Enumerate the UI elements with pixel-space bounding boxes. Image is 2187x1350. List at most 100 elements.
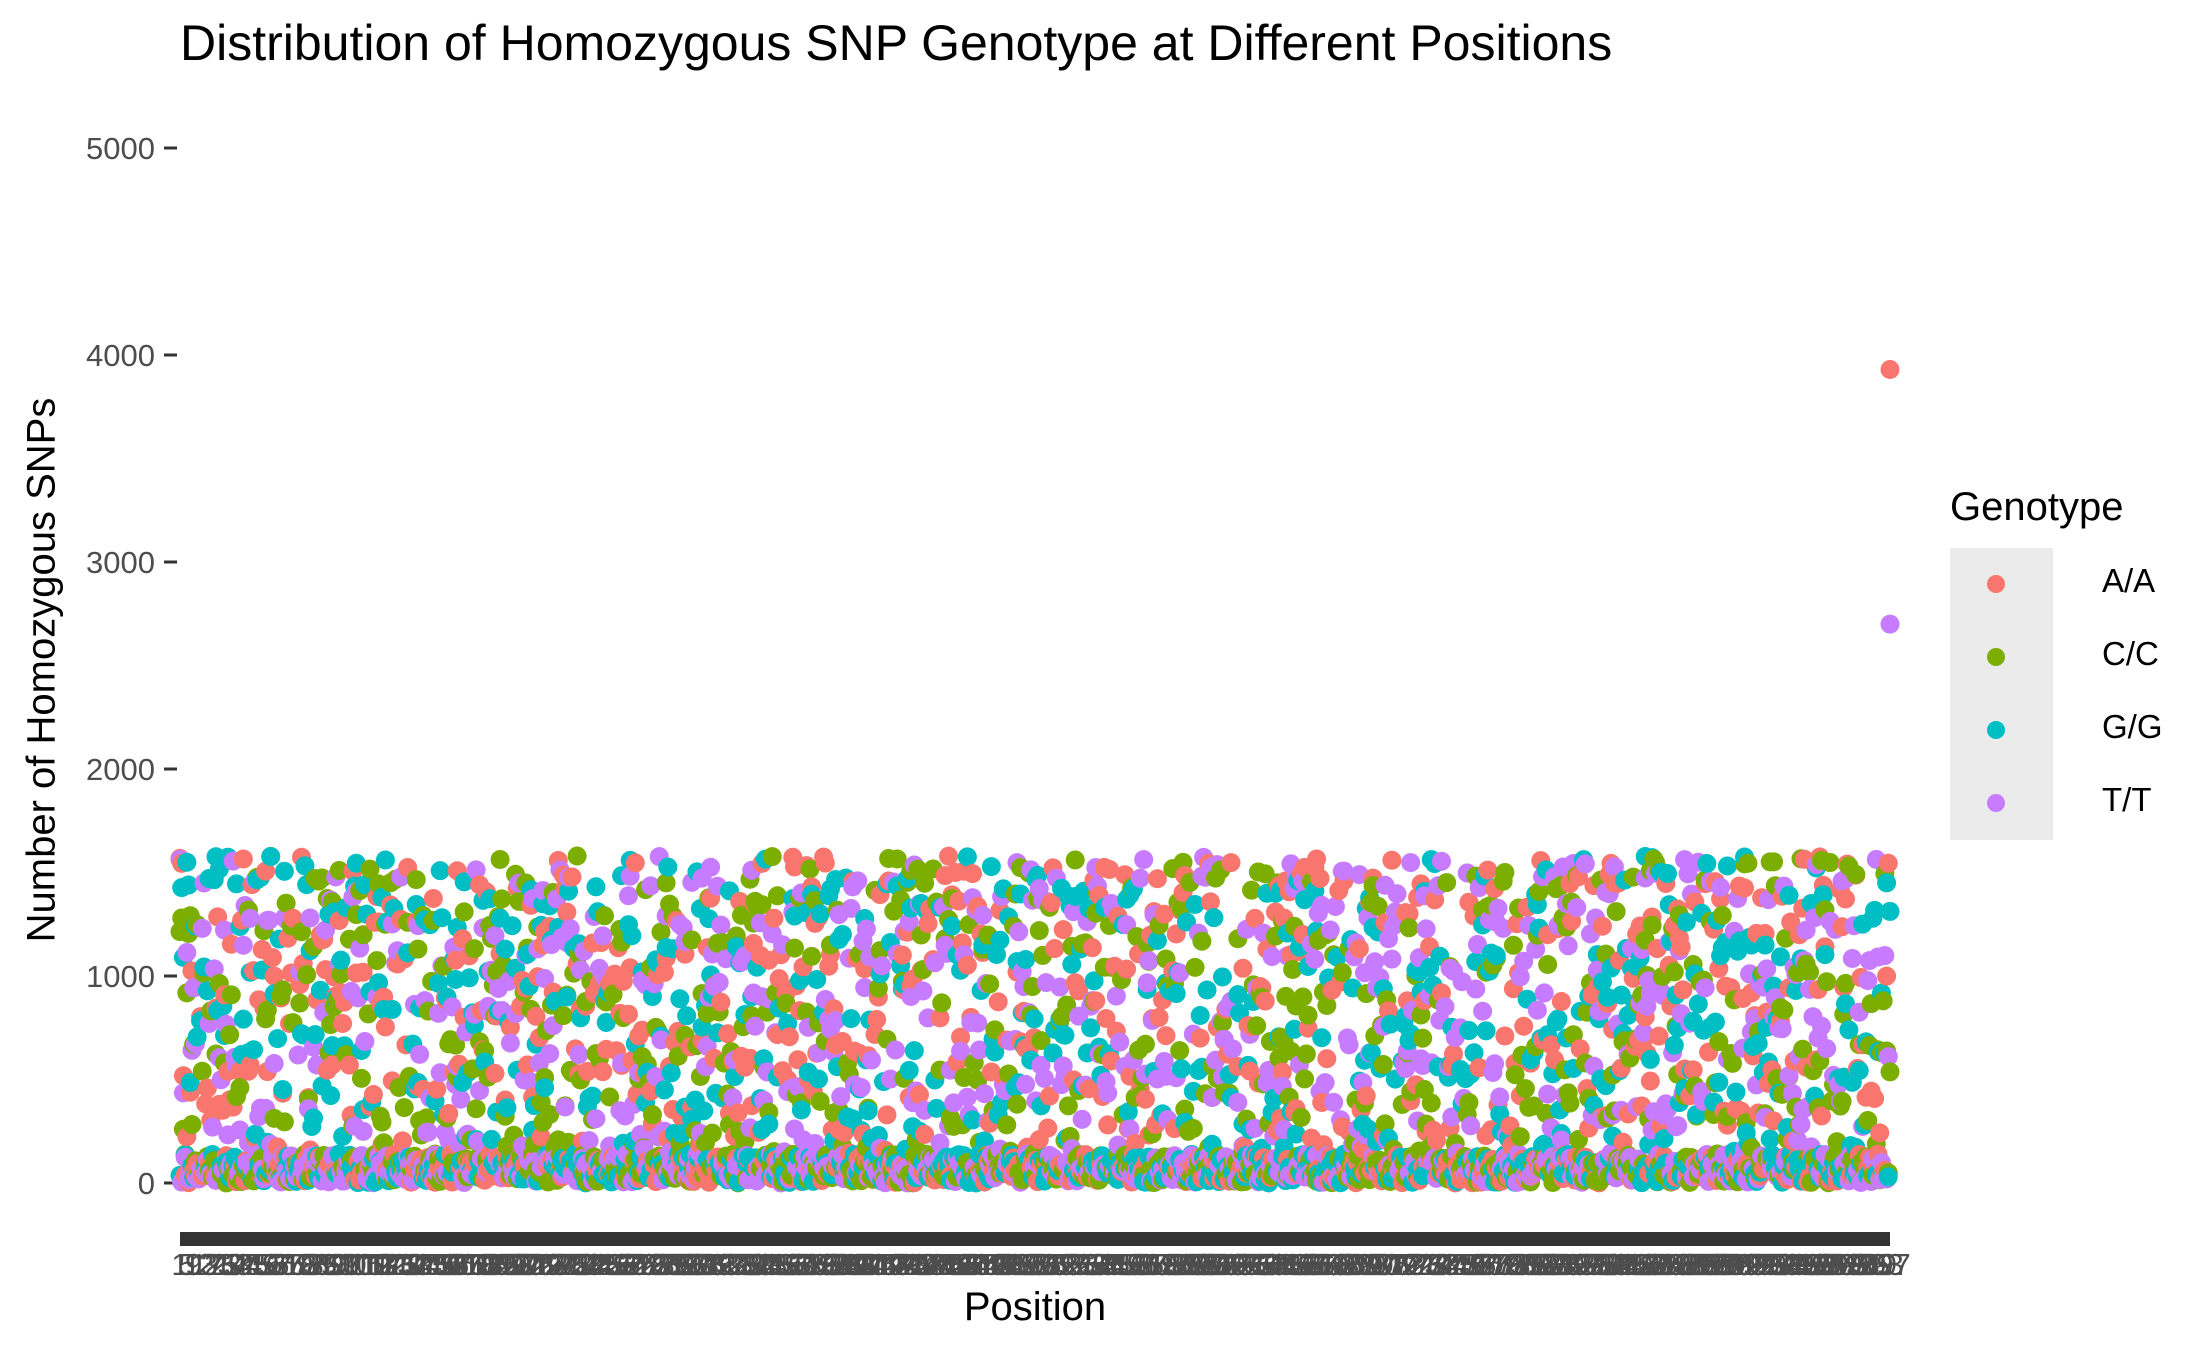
data-point-tt bbox=[848, 871, 868, 891]
data-point-tt bbox=[315, 920, 335, 940]
data-point-cc bbox=[868, 978, 888, 998]
data-point-aa bbox=[877, 1105, 897, 1125]
data-point-tt bbox=[1695, 978, 1715, 998]
x-axis-title: Position bbox=[963, 1285, 1107, 1329]
data-point-cc bbox=[1058, 1096, 1078, 1116]
data-point-gg bbox=[1878, 1167, 1898, 1187]
data-point-cc bbox=[220, 1025, 240, 1045]
x-tick-label: 705 bbox=[1359, 1247, 1411, 1282]
data-point-gg bbox=[981, 857, 1001, 877]
x-tick-label: 825 bbox=[1565, 1247, 1617, 1282]
x-tick-label: 193 bbox=[483, 1247, 535, 1282]
data-point-aa bbox=[1399, 904, 1419, 924]
x-tick-label: 165 bbox=[435, 1247, 487, 1282]
data-point-tt bbox=[1223, 1039, 1243, 1059]
x-tick-label: 689 bbox=[1332, 1247, 1384, 1282]
x-tick-label: 241 bbox=[565, 1247, 617, 1282]
data-point-aa bbox=[240, 1055, 260, 1075]
x-tick-label: 881 bbox=[1660, 1247, 1712, 1282]
data-point-cc bbox=[1642, 915, 1662, 935]
data-point-aa bbox=[1551, 992, 1571, 1012]
data-point-tt bbox=[1305, 949, 1325, 969]
data-point-cc bbox=[682, 930, 702, 950]
data-point-gg bbox=[986, 944, 1006, 964]
data-point-aa bbox=[730, 891, 750, 911]
data-point-tt bbox=[1551, 1130, 1571, 1150]
data-point-gg bbox=[942, 916, 962, 936]
x-tick-label: 909 bbox=[1708, 1247, 1760, 1282]
chart-title: Distribution of Homozygous SNP Genotype … bbox=[180, 15, 1613, 71]
data-point-gg bbox=[268, 1029, 288, 1049]
data-point-cc bbox=[702, 1123, 722, 1143]
data-point-cc bbox=[490, 850, 510, 870]
data-point-aa bbox=[1149, 1007, 1169, 1027]
data-point-tt bbox=[1110, 1032, 1130, 1052]
x-tick-label: 329 bbox=[716, 1247, 768, 1282]
data-point-gg bbox=[180, 1072, 200, 1092]
x-tick-label: 385 bbox=[811, 1247, 863, 1282]
data-point-aa bbox=[593, 1062, 613, 1082]
data-point-gg bbox=[321, 1086, 341, 1106]
x-tick-label: 173 bbox=[449, 1247, 501, 1282]
data-point-aa bbox=[439, 1104, 459, 1124]
data-point-cc bbox=[372, 1112, 392, 1132]
x-tick-label: 529 bbox=[1058, 1247, 1110, 1282]
data-point-gg bbox=[1697, 854, 1717, 874]
data-point-gg bbox=[841, 1009, 861, 1029]
data-point-tt bbox=[1106, 986, 1126, 1006]
data-point-cc bbox=[1606, 902, 1626, 922]
data-point-gg bbox=[1016, 950, 1036, 970]
x-tick-label: 225 bbox=[538, 1247, 590, 1282]
data-point-tt bbox=[1490, 1087, 1510, 1107]
x-tick-label: 677 bbox=[1311, 1247, 1363, 1282]
x-tick-label: 461 bbox=[942, 1247, 994, 1282]
data-point-tt bbox=[204, 959, 224, 979]
data-point-gg bbox=[1676, 912, 1696, 932]
data-point-tt bbox=[355, 1032, 375, 1052]
data-point-cc bbox=[257, 1000, 277, 1020]
data-point-cc bbox=[230, 1078, 250, 1098]
data-point-aa bbox=[1135, 1089, 1155, 1109]
data-point-cc bbox=[1317, 996, 1337, 1016]
data-point-aa bbox=[915, 1124, 935, 1144]
data-point-gg bbox=[694, 1101, 714, 1121]
x-tick-label: 537 bbox=[1072, 1247, 1124, 1282]
data-point-cc bbox=[1858, 1111, 1878, 1131]
x-tick-label: 613 bbox=[1202, 1247, 1254, 1282]
data-point-cc bbox=[454, 902, 474, 922]
data-point-cc bbox=[1538, 954, 1558, 974]
x-tick-label: 621 bbox=[1215, 1247, 1267, 1282]
x-tick-label: 377 bbox=[798, 1247, 850, 1282]
data-point-cc bbox=[932, 993, 952, 1013]
data-point-cc bbox=[408, 939, 428, 959]
x-tick-label: 485 bbox=[983, 1247, 1035, 1282]
data-point-tt bbox=[641, 876, 661, 896]
data-point-cc bbox=[1007, 1094, 1027, 1114]
data-point-gg bbox=[832, 925, 852, 945]
x-tick-label: 741 bbox=[1421, 1247, 1473, 1282]
x-tick-label: 137 bbox=[387, 1247, 439, 1282]
data-point-gg bbox=[557, 987, 577, 1007]
data-point-tt bbox=[177, 942, 197, 962]
data-point-cc bbox=[1421, 1093, 1441, 1113]
data-point-tt bbox=[1432, 851, 1452, 871]
x-tick-label: 861 bbox=[1626, 1247, 1678, 1282]
data-point-gg bbox=[1839, 1020, 1859, 1040]
data-point-tt bbox=[1538, 1084, 1558, 1104]
x-tick-label: 657 bbox=[1277, 1247, 1329, 1282]
x-tick-label: 121 bbox=[360, 1247, 412, 1282]
data-point-tt bbox=[1875, 946, 1895, 966]
x-tick-label: 117 bbox=[354, 1247, 403, 1282]
x-tick-label: 969 bbox=[1811, 1247, 1863, 1282]
data-point-aa bbox=[625, 853, 645, 873]
x-tick-label: 973 bbox=[1818, 1247, 1870, 1282]
x-tick-label: 213 bbox=[517, 1247, 569, 1282]
data-point-aa bbox=[1255, 991, 1275, 1011]
data-point-gg bbox=[382, 999, 402, 1019]
data-point-cc bbox=[1664, 962, 1684, 982]
data-point-aa bbox=[1514, 1016, 1534, 1036]
x-tick-label: 789 bbox=[1503, 1247, 1555, 1282]
data-point-aa bbox=[1444, 1044, 1464, 1064]
data-point-cc bbox=[767, 886, 787, 906]
